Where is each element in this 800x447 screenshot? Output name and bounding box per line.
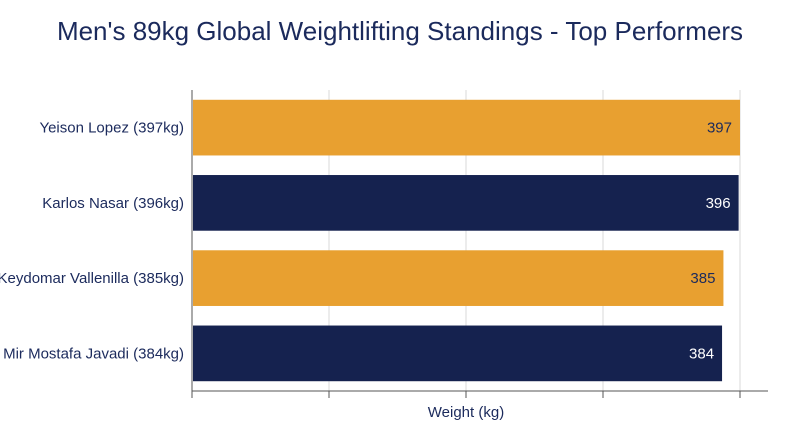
data-label: 397 — [707, 120, 732, 137]
bar — [193, 175, 739, 231]
data-label: 385 — [690, 270, 715, 287]
category-label: Keydomar Vallenilla (385kg) — [0, 270, 184, 287]
bars — [193, 99, 740, 382]
category-label: Yeison Lopez (397kg) — [39, 120, 184, 137]
chart-title: Men's 89kg Global Weightlifting Standing… — [56, 16, 744, 46]
x-axis-title: Weight (kg) — [428, 404, 504, 421]
bar — [193, 99, 740, 156]
axes — [191, 90, 768, 398]
bar — [193, 250, 724, 306]
category-label: Mir Mostafa Javadi (384kg) — [3, 345, 184, 362]
data-label: 396 — [706, 195, 731, 212]
category-labels: Yeison Lopez (397kg) Karlos Nasar (396kg)… — [0, 120, 184, 363]
category-label: Karlos Nasar (396kg) — [42, 195, 184, 212]
value-labels: 397 396 385 384 — [689, 120, 732, 363]
bar — [193, 325, 723, 382]
data-label: 384 — [689, 345, 714, 362]
